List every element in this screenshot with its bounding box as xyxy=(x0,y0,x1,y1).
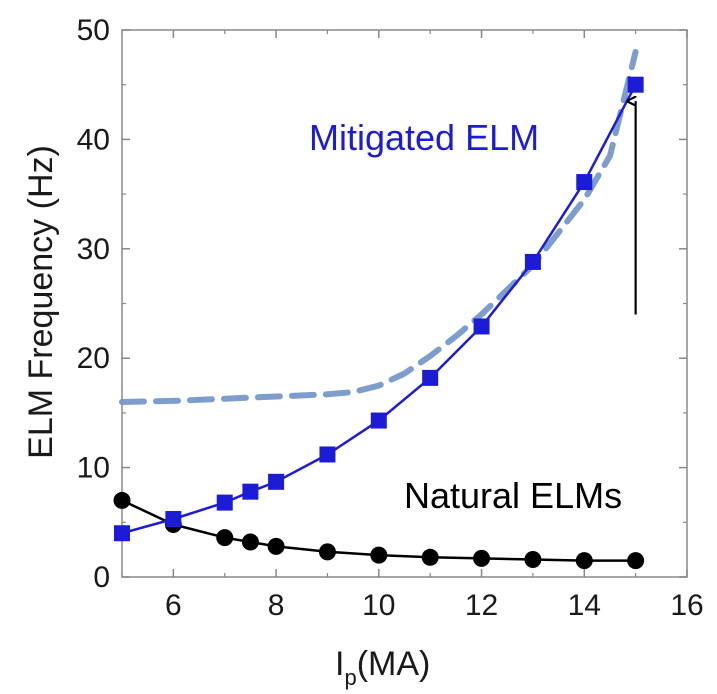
mitigated-elm-point xyxy=(524,253,541,270)
mitigated-elm-point xyxy=(242,483,259,500)
projection-dashed-series xyxy=(119,48,639,405)
y-tick-label: 10 xyxy=(77,452,110,485)
y-tick-label: 50 xyxy=(77,14,110,47)
natural-elm-point xyxy=(113,491,131,509)
mitigated-elm-point xyxy=(319,446,336,463)
mitigated-elm-point xyxy=(165,511,182,528)
x-axis-label-subscript: p xyxy=(344,665,356,690)
x-axis-label-main: I xyxy=(335,645,344,683)
x-tick-label: 6 xyxy=(165,589,182,622)
natural-elm-point xyxy=(524,550,542,568)
annotation-mitigated-elm: Mitigated ELM xyxy=(309,117,539,158)
x-tick-label: 12 xyxy=(465,589,498,622)
y-tick-label: 40 xyxy=(77,123,110,156)
natural-elm-point xyxy=(627,552,645,570)
natural-elm-point xyxy=(216,529,234,547)
natural-elm-series-line xyxy=(121,499,636,562)
mitigated-elm-point xyxy=(216,494,233,511)
natural-elm-point xyxy=(421,548,439,566)
natural-elm-point xyxy=(473,549,491,567)
natural-elm-point xyxy=(370,546,388,564)
natural-elm-point xyxy=(575,552,593,570)
mitigated-elm-point xyxy=(473,318,490,335)
annotation-natural-elms: Natural ELMs xyxy=(404,475,622,516)
mitigated-elm-point xyxy=(114,525,130,542)
natural-elm-point xyxy=(318,543,336,561)
y-tick-label: 0 xyxy=(93,561,110,594)
mitigated-elm-series-line xyxy=(121,84,637,535)
mitigated-elm-point xyxy=(422,369,439,386)
mitigated-elm-point xyxy=(576,174,593,191)
x-tick-label: 14 xyxy=(568,589,601,622)
projection-dashed-line xyxy=(119,48,639,405)
mitigated-elm-point xyxy=(268,473,285,490)
y-axis-label: ELM Frequency (Hz) xyxy=(22,145,60,459)
natural-elm-point xyxy=(267,537,285,555)
mitigated-elm-point xyxy=(627,76,644,93)
mitigated-elm-series xyxy=(114,76,644,542)
x-tick-label: 10 xyxy=(362,589,395,622)
y-tick-label: 30 xyxy=(77,233,110,266)
y-tick-label: 20 xyxy=(77,342,110,375)
x-tick-label: 16 xyxy=(670,589,703,622)
natural-elm-point xyxy=(241,533,259,551)
x-axis-label-unit: (MA) xyxy=(357,645,431,683)
natural-elm-series xyxy=(113,491,645,570)
x-axis-label: Ip(MA) xyxy=(335,645,430,690)
x-tick-label: 8 xyxy=(268,589,285,622)
mitigated-elm-point xyxy=(370,412,387,429)
